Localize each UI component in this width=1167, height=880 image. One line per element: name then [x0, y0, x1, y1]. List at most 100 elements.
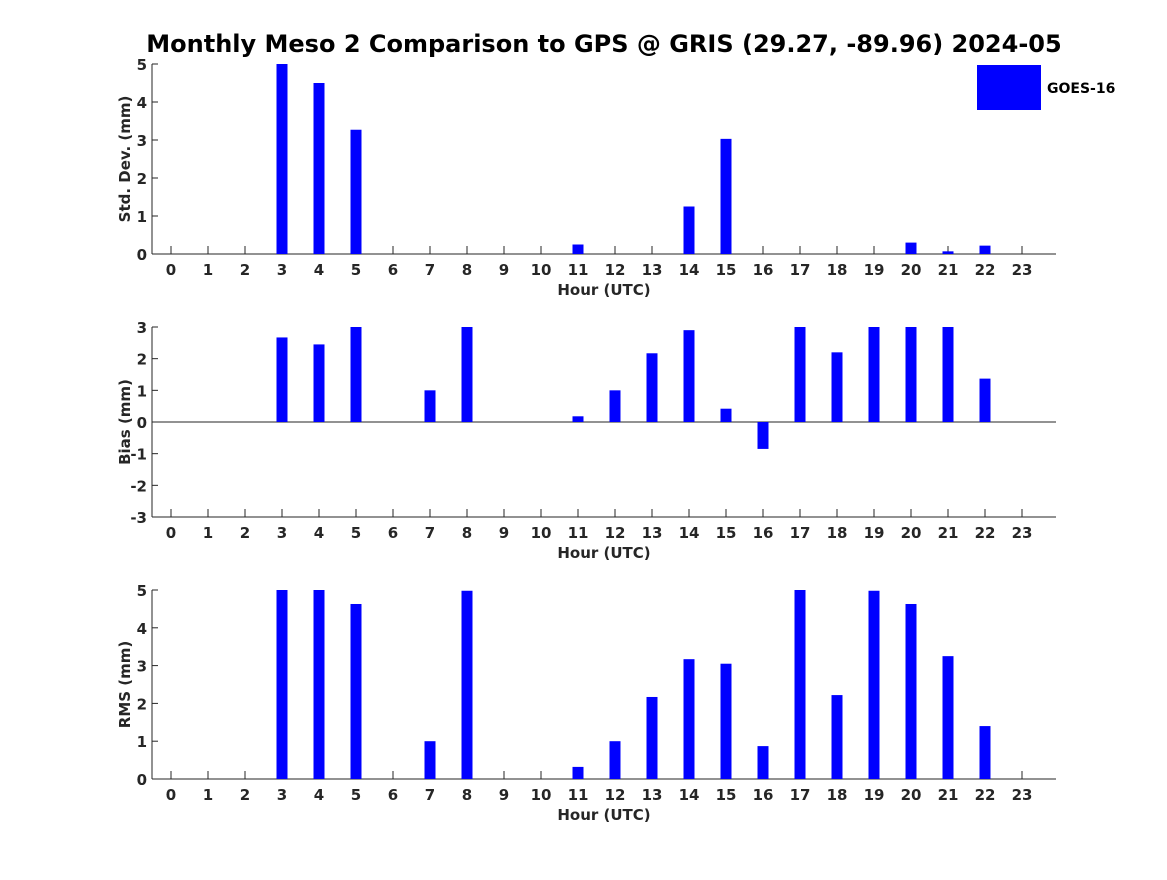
x-tick-label: 4	[314, 786, 324, 804]
x-tick-label: 17	[790, 786, 811, 804]
x-tick-label: 5	[351, 786, 361, 804]
y-tick-label: 3	[137, 132, 147, 150]
x-tick-label: 18	[827, 524, 848, 542]
x-tick-label: 22	[975, 261, 996, 279]
y-tick-label: -3	[130, 509, 147, 527]
x-tick-label: 13	[642, 786, 663, 804]
y-axis-label: RMS (mm)	[116, 641, 134, 728]
y-tick-label: 3	[137, 319, 147, 337]
x-tick-label: 22	[975, 524, 996, 542]
x-tick-label: 16	[753, 261, 774, 279]
y-axis-label: Bias (mm)	[116, 379, 134, 465]
x-tick-label: 7	[425, 261, 435, 279]
x-tick-label: 0	[166, 786, 176, 804]
x-tick-label: 17	[790, 261, 811, 279]
bar-hour-21	[942, 327, 954, 422]
x-tick-label: 19	[864, 261, 885, 279]
y-tick-label: 0	[137, 414, 147, 432]
x-tick-label: 6	[388, 524, 398, 542]
x-axis-label: Hour (UTC)	[557, 544, 650, 562]
legend-label: GOES-16	[1047, 81, 1115, 97]
bar-hour-11	[572, 766, 584, 779]
x-tick-label: 8	[462, 524, 472, 542]
x-tick-label: 6	[388, 786, 398, 804]
x-tick-label: 13	[642, 261, 663, 279]
x-tick-label: 21	[938, 786, 959, 804]
bar-hour-21	[942, 251, 954, 254]
bar-hour-19	[868, 590, 880, 779]
bar-hour-22	[979, 378, 991, 422]
bar-hour-12	[609, 741, 621, 779]
x-tick-label: 1	[203, 786, 213, 804]
bar-hour-7	[424, 741, 436, 779]
x-tick-label: 19	[864, 786, 885, 804]
bar-hour-4	[313, 344, 325, 422]
x-tick-label: 15	[716, 524, 737, 542]
x-tick-label: 0	[166, 261, 176, 279]
y-tick-label: 1	[137, 208, 147, 226]
bar-hour-5	[350, 603, 362, 779]
bar-hour-20	[905, 603, 917, 779]
x-tick-label: 10	[531, 786, 552, 804]
bar-hour-4	[313, 590, 325, 779]
x-tick-label: 20	[901, 261, 922, 279]
y-tick-label: 5	[137, 56, 147, 74]
x-tick-label: 4	[314, 524, 324, 542]
x-tick-label: 14	[679, 524, 700, 542]
y-tick-label: 4	[137, 94, 147, 112]
bar-hour-7	[424, 390, 436, 422]
bar-hour-13	[646, 696, 658, 779]
bar-hour-16	[757, 422, 769, 449]
x-tick-label: 16	[753, 786, 774, 804]
x-tick-label: 15	[716, 261, 737, 279]
x-tick-label: 7	[425, 524, 435, 542]
bar-hour-13	[646, 353, 658, 422]
y-tick-label: -1	[130, 446, 147, 464]
bar-hour-19	[868, 327, 880, 422]
x-tick-label: 20	[901, 524, 922, 542]
x-tick-label: 14	[679, 786, 700, 804]
bar-hour-11	[572, 244, 584, 254]
x-tick-label: 9	[499, 786, 509, 804]
legend: GOES-16	[977, 65, 1115, 110]
x-tick-label: 14	[679, 261, 700, 279]
y-axis-label: Std. Dev. (mm)	[116, 96, 134, 223]
bar-hour-22	[979, 726, 991, 779]
x-tick-label: 12	[605, 261, 626, 279]
bar-hour-8	[461, 590, 473, 779]
x-tick-label: 5	[351, 261, 361, 279]
chart-title: Monthly Meso 2 Comparison to GPS @ GRIS …	[146, 30, 1061, 58]
x-tick-label: 16	[753, 524, 774, 542]
y-tick-label: 3	[137, 658, 147, 676]
x-tick-label: 3	[277, 786, 287, 804]
x-tick-label: 2	[240, 786, 250, 804]
bar-hour-15	[720, 663, 732, 779]
bar-hour-14	[683, 206, 695, 254]
x-tick-label: 20	[901, 786, 922, 804]
y-tick-label: 5	[137, 582, 147, 600]
x-tick-label: 2	[240, 261, 250, 279]
bar-hour-12	[609, 390, 621, 422]
x-tick-label: 19	[864, 524, 885, 542]
bar-hour-18	[831, 695, 843, 779]
y-tick-label: 1	[137, 382, 147, 400]
x-tick-label: 23	[1012, 524, 1033, 542]
y-tick-label: 2	[137, 170, 147, 188]
x-tick-label: 11	[568, 524, 589, 542]
x-tick-label: 21	[938, 524, 959, 542]
x-tick-label: 3	[277, 524, 287, 542]
bar-hour-20	[905, 327, 917, 422]
bar-hour-22	[979, 245, 991, 254]
x-tick-label: 18	[827, 261, 848, 279]
bar-hour-5	[350, 327, 362, 422]
bar-hour-17	[794, 590, 806, 779]
bar-hour-3	[276, 64, 288, 254]
x-axis-label: Hour (UTC)	[557, 281, 650, 299]
x-tick-label: 7	[425, 786, 435, 804]
y-tick-label: 1	[137, 733, 147, 751]
